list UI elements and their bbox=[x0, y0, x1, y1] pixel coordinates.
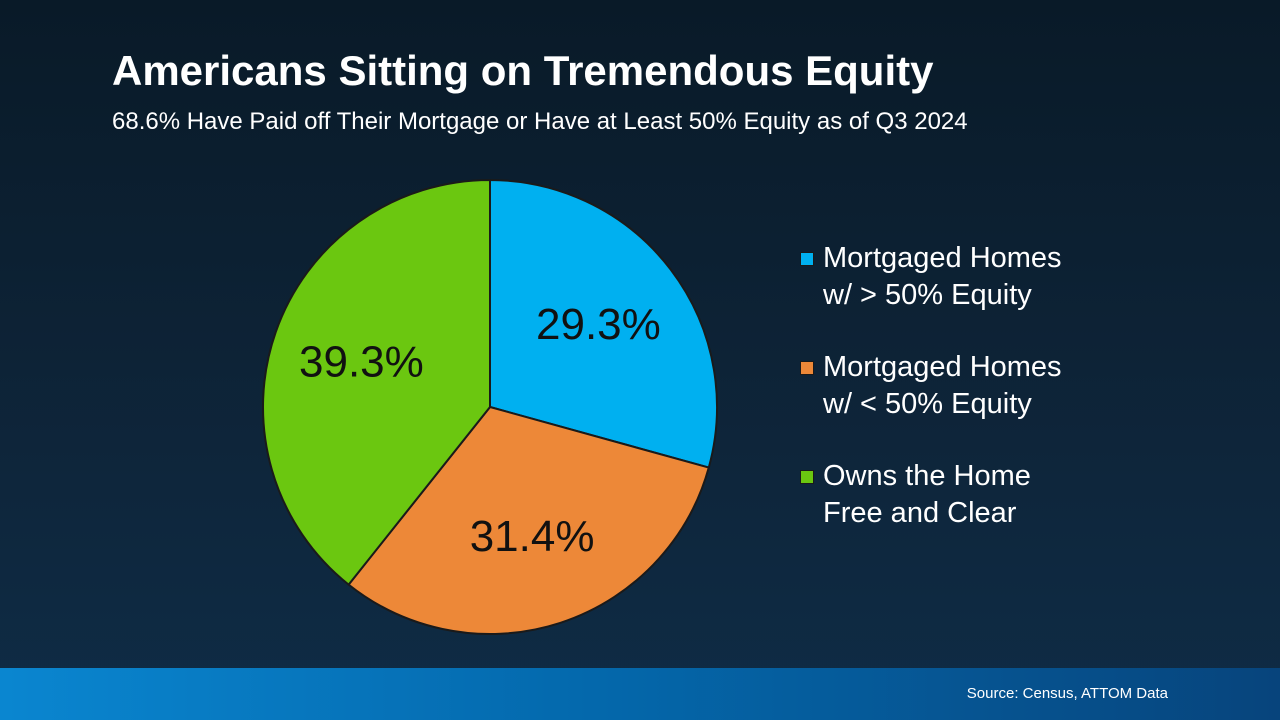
legend-item-free-and-clear: Owns the Home Free and Clear bbox=[800, 458, 1200, 532]
legend-label-equity-over-50: Mortgaged Homes w/ > 50% Equity bbox=[823, 242, 1062, 311]
legend-item-equity-over-50: Mortgaged Homes w/ > 50% Equity bbox=[800, 240, 1200, 314]
legend-label-equity-under-50: Mortgaged Homes w/ < 50% Equity bbox=[823, 351, 1062, 420]
pie-slice-equity-over-50 bbox=[489, 179, 719, 469]
pie-slice-equity-under-50 bbox=[347, 406, 710, 635]
pie-slice-free-and-clear bbox=[262, 179, 491, 586]
legend-swatch-free-and-clear bbox=[800, 470, 814, 484]
pie-label-equity-over-50: 29.3% bbox=[536, 300, 661, 349]
chart-subtitle: 68.6% Have Paid off Their Mortgage or Ha… bbox=[112, 108, 968, 135]
legend-swatch-equity-over-50 bbox=[800, 252, 814, 266]
pie-label-free-and-clear: 39.3% bbox=[299, 338, 424, 387]
pie-label-equity-under-50: 31.4% bbox=[470, 512, 595, 561]
source-note: Source: Census, ATTOM Data bbox=[966, 685, 1168, 702]
chart-legend: Mortgaged Homes w/ > 50% Equity Mortgage… bbox=[800, 240, 1200, 567]
legend-label-free-and-clear: Owns the Home Free and Clear bbox=[823, 460, 1031, 529]
legend-item-equity-under-50: Mortgaged Homes w/ < 50% Equity bbox=[800, 349, 1200, 423]
legend-swatch-equity-under-50 bbox=[800, 361, 814, 375]
chart-title: Americans Sitting on Tremendous Equity bbox=[112, 47, 934, 94]
footer-bar: Source: Census, ATTOM Data bbox=[0, 668, 1280, 720]
pie-chart: 29.3% 31.4% 39.3% bbox=[262, 179, 719, 635]
